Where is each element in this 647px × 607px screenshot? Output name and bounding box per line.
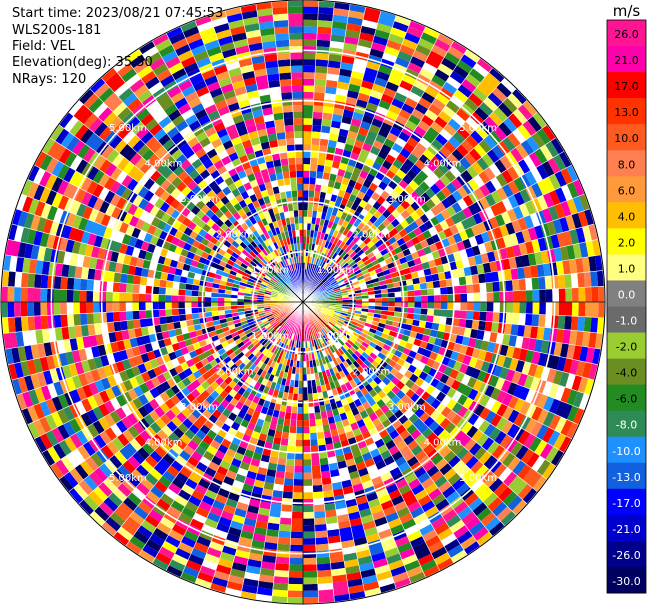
range-ring-label: 5.00km bbox=[459, 473, 497, 484]
range-ring-label: 4.00km bbox=[424, 438, 462, 449]
start-time-label: Start time: 2023/08/21 07:45:53 bbox=[12, 6, 224, 21]
colorbar-swatch bbox=[607, 150, 646, 177]
colorbar-swatch bbox=[607, 410, 646, 438]
colorbar-swatch bbox=[607, 46, 646, 73]
colorbar-tick: -1.0 bbox=[616, 315, 637, 328]
range-ring-label: 1.00km bbox=[317, 265, 355, 276]
range-ring-label: 5.00km bbox=[109, 123, 147, 134]
range-ring-label: 1.00km bbox=[251, 265, 289, 276]
range-ring-label: 2.00km bbox=[352, 366, 390, 377]
colorbar-swatch bbox=[607, 540, 646, 568]
colorbar-swatch bbox=[607, 124, 646, 151]
crosshair bbox=[1, 0, 605, 604]
range-ring-label: 3.00km bbox=[388, 194, 426, 205]
colorbar-tick: 8.0 bbox=[618, 158, 636, 171]
colorbar-tick: -8.0 bbox=[616, 419, 637, 432]
colorbar-swatch bbox=[607, 280, 646, 307]
colorbar-unit: m/s bbox=[613, 2, 641, 20]
colorbar-swatch bbox=[607, 20, 646, 47]
nrays-label: NRays: 120 bbox=[12, 72, 87, 87]
colorbar-tick: 1.0 bbox=[618, 262, 636, 275]
colorbar-tick: -2.0 bbox=[616, 341, 637, 354]
colorbar-swatch bbox=[607, 566, 646, 594]
range-ring-label: 4.00km bbox=[145, 159, 183, 170]
colorbar-tick: -21.0 bbox=[612, 523, 640, 536]
range-ring-label: 4.00km bbox=[424, 159, 462, 170]
colorbar-tick: -4.0 bbox=[616, 367, 637, 380]
colorbar-tick: 2.0 bbox=[618, 236, 636, 249]
colorbar-tick: -30.0 bbox=[612, 575, 640, 588]
colorbar-swatch bbox=[607, 98, 646, 125]
range-ring-label: 2.00km bbox=[216, 366, 254, 377]
range-ring-label: 3.00km bbox=[180, 194, 218, 205]
plot-border bbox=[0, 0, 606, 605]
colorbar-tick: 10.0 bbox=[614, 132, 639, 145]
colorbar-tick: -13.0 bbox=[612, 471, 640, 484]
colorbar-tick: -10.0 bbox=[612, 445, 640, 458]
range-ring-label: 1.00km bbox=[317, 331, 355, 342]
colorbar-swatch bbox=[607, 514, 646, 542]
colorbar-tick: -6.0 bbox=[616, 393, 637, 406]
colorbar-tick: -26.0 bbox=[612, 549, 640, 562]
colorbar-swatch bbox=[607, 436, 646, 464]
colorbar-tick: -17.0 bbox=[612, 497, 640, 510]
colorbar-tick: 0.0 bbox=[618, 289, 636, 302]
colorbar-swatch bbox=[607, 384, 646, 412]
colorbar-swatch bbox=[607, 358, 646, 386]
range-ring-label: 3.00km bbox=[180, 402, 218, 413]
range-ring-label: 3.00km bbox=[388, 402, 426, 413]
colorbar-swatch bbox=[607, 254, 646, 281]
colorbar-tick: 17.0 bbox=[614, 80, 639, 93]
range-ring-label: 4.00km bbox=[145, 438, 183, 449]
colorbar-swatch bbox=[607, 462, 646, 490]
site-label: WLS200s-181 bbox=[12, 23, 102, 38]
elevation-label: Elevation(deg): 35.30 bbox=[12, 55, 153, 70]
colorbar-swatch bbox=[607, 202, 646, 229]
colorbar-tick: 21.0 bbox=[614, 54, 639, 67]
colorbar-swatch bbox=[607, 72, 646, 99]
colorbar-swatch bbox=[607, 488, 646, 516]
colorbar-swatch bbox=[607, 306, 646, 334]
colorbar-frame bbox=[606, 19, 647, 594]
range-ring-label: 2.00km bbox=[216, 230, 254, 241]
colorbar-tick: 13.0 bbox=[614, 106, 639, 119]
range-ring-label: 1.00km bbox=[251, 331, 289, 342]
field-label: Field: VEL bbox=[12, 39, 75, 54]
colorbar-tick: 4.0 bbox=[618, 210, 636, 223]
range-ring-label: 2.00km bbox=[352, 230, 390, 241]
colorbar-tick: 6.0 bbox=[618, 184, 636, 197]
colorbar-tick: 26.0 bbox=[614, 28, 639, 41]
colorbar-swatch bbox=[607, 332, 646, 360]
range-ring-label: 5.00km bbox=[459, 123, 497, 134]
colorbar-swatch bbox=[607, 228, 646, 255]
colorbar-swatch bbox=[607, 176, 646, 203]
range-ring-label: 5.00km bbox=[109, 473, 147, 484]
